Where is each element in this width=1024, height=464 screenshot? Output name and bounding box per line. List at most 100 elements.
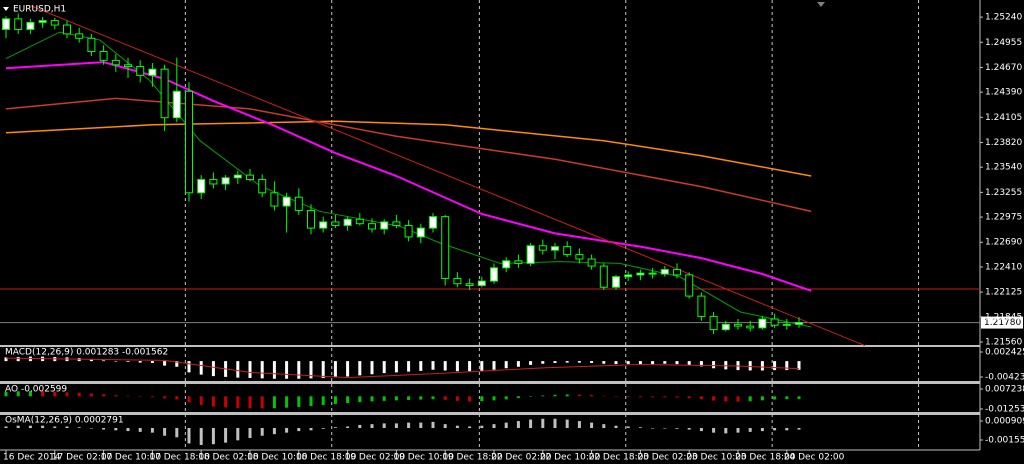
histogram-bar [248, 361, 252, 378]
histogram-bar [773, 428, 777, 431]
histogram-bar [187, 361, 191, 373]
histogram-bar [309, 396, 313, 407]
histogram-bar [773, 361, 777, 371]
histogram-bar [4, 391, 8, 397]
candle-body [50, 20, 59, 26]
x-tick-label: 16 Dec 2014 [3, 453, 61, 463]
histogram-bar [785, 361, 789, 371]
histogram-bar [236, 396, 240, 408]
y-tick-label: 0.007238 [985, 385, 1024, 395]
candle-body [746, 325, 755, 329]
candle-body [648, 272, 657, 275]
candle-body [148, 68, 157, 76]
candle-body [38, 20, 47, 23]
y-tick-label: -0.004233 [985, 372, 1024, 382]
y-tick-label: 1.23540 [985, 163, 1022, 173]
histogram-bar [565, 419, 569, 429]
histogram-bar [321, 361, 325, 378]
histogram-bar [114, 361, 118, 362]
signal-line [5, 357, 800, 379]
y-tick-label: 0.000909 [985, 417, 1024, 427]
histogram-bar [590, 361, 594, 363]
histogram-bar [577, 394, 581, 397]
panel-separator [0, 381, 980, 384]
histogram-bar [651, 396, 655, 398]
histogram-bar [150, 361, 154, 363]
histogram-bar [443, 396, 447, 400]
candle-body [75, 33, 84, 39]
panel-title: EURUSD,H1 [13, 5, 66, 15]
candle-body [26, 21, 35, 30]
histogram-bar [272, 396, 276, 409]
histogram-bar [651, 428, 655, 429]
histogram-bar [65, 392, 69, 397]
histogram-bar [773, 396, 777, 400]
panel-title: MACD(12,26,9) 0.001283 -0.001562 [5, 348, 168, 358]
shift-marker [817, 2, 825, 7]
histogram-bar [248, 396, 252, 409]
candle-body [258, 179, 267, 194]
histogram-bar [138, 361, 142, 363]
menu-triangle[interactable] [3, 7, 9, 11]
histogram-bar [516, 396, 520, 399]
histogram-bar [28, 425, 32, 429]
candle-body [307, 209, 315, 229]
histogram-bar [504, 361, 508, 369]
histogram-bar [333, 396, 337, 404]
histogram-bar [724, 361, 728, 370]
histogram-bar [358, 361, 362, 376]
histogram-bar [480, 425, 484, 429]
candle-body [355, 218, 364, 225]
candle-body [63, 24, 71, 35]
y-tick-label: 1.24955 [985, 38, 1022, 48]
candle-body [441, 216, 450, 279]
histogram-bar [77, 392, 81, 397]
x-tick-label: 24 Dec 02:00 [784, 453, 845, 463]
x-tick-label: 22 Dec 02:00 [491, 453, 552, 463]
histogram-bar [187, 396, 191, 403]
y-tick-label: 1.22125 [985, 288, 1022, 298]
histogram-bar [248, 428, 252, 439]
candle-body [185, 90, 193, 194]
histogram-bar [224, 396, 228, 408]
candle-body [99, 51, 108, 61]
y-tick-label: 1.22975 [985, 213, 1022, 223]
histogram-bar [321, 428, 325, 429]
x-tick-label: 19 Dec 18:00 [442, 453, 503, 463]
histogram-bar [785, 428, 789, 431]
histogram-bar [102, 428, 106, 430]
y-tick-label: 1.24105 [985, 113, 1022, 123]
histogram-bar [333, 427, 337, 429]
histogram-bar [431, 421, 435, 429]
histogram-bar [712, 361, 716, 369]
histogram-bar [28, 391, 32, 397]
candle-body [514, 260, 523, 264]
x-tick-label: 23 Dec 02:00 [637, 453, 698, 463]
y-tick-label: -0.001553 [985, 436, 1024, 446]
histogram-bar [358, 396, 362, 403]
histogram-bar [748, 361, 752, 371]
y-tick-label: 1.24670 [985, 63, 1022, 73]
histogram-bar [272, 428, 276, 435]
bid-label: 1.21780 [984, 318, 1021, 328]
histogram-bar [89, 359, 93, 362]
candle-body [380, 221, 389, 230]
histogram-bar [419, 396, 423, 400]
panel-separator [0, 345, 980, 347]
histogram-bar [736, 396, 740, 402]
candle-body [538, 245, 547, 251]
histogram-bar [394, 361, 398, 373]
candle-body [453, 277, 462, 285]
histogram-bar [590, 422, 594, 429]
x-tick-label: 17 Dec 02:00 [52, 453, 113, 463]
candle-body [294, 196, 303, 211]
candle-body [795, 322, 803, 325]
candle-body [624, 274, 633, 278]
candle-body [172, 90, 181, 119]
histogram-bar [150, 396, 154, 398]
histogram-bar [199, 361, 203, 375]
histogram-bar [602, 361, 606, 364]
